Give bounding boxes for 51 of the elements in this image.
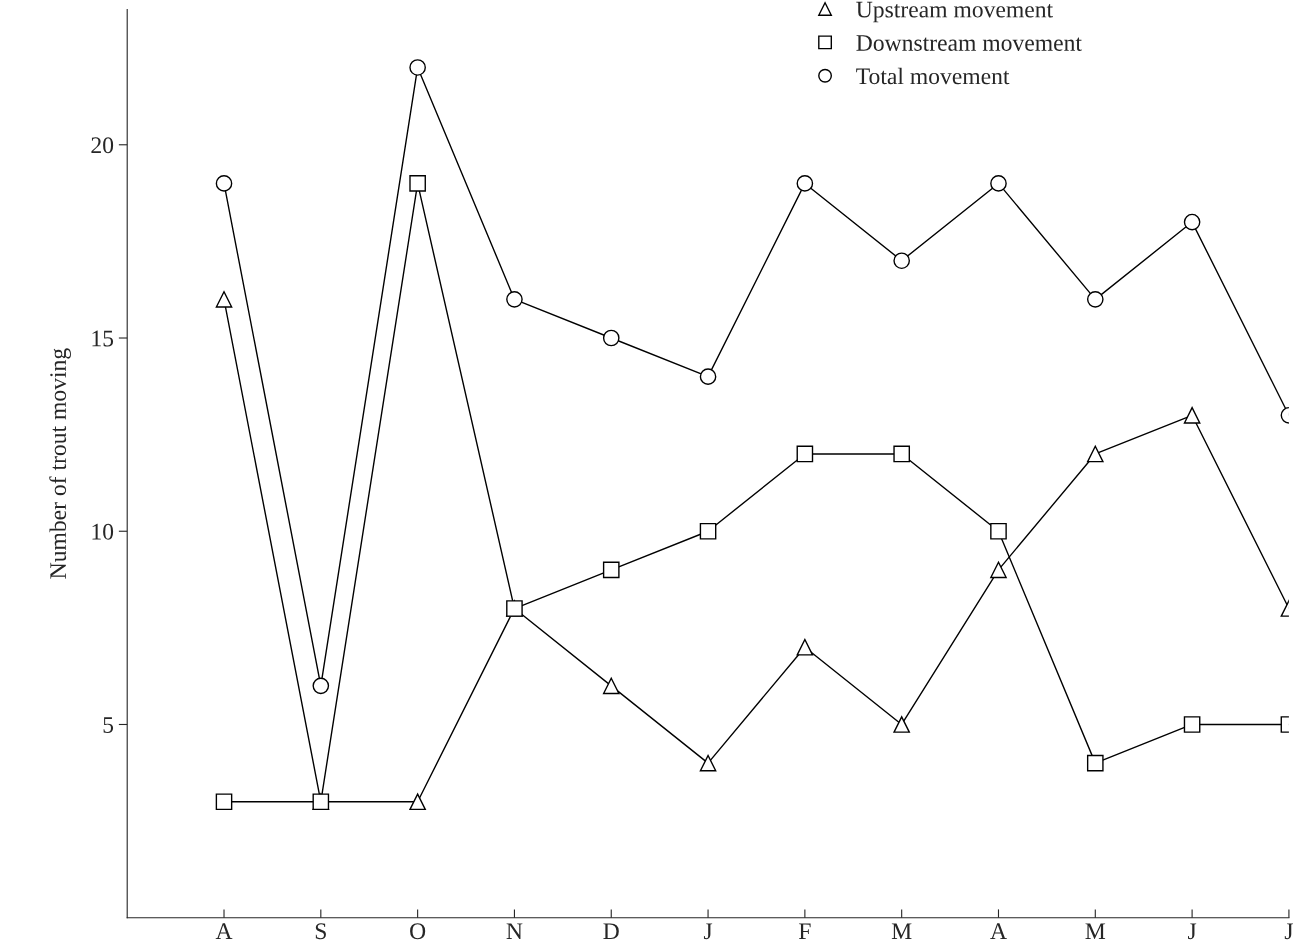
point [1183,213,1201,231]
point [602,329,620,347]
point [312,793,330,811]
legend-label: Total movement [856,67,1010,85]
point [990,522,1007,540]
point [215,793,233,811]
y-axis-title: Number of trout moving [49,348,71,579]
x-tick-label: O [410,923,426,940]
point [990,175,1007,192]
x-tick-label: N [506,923,523,939]
legend-label: Downstream movement [856,35,1082,51]
point [1183,716,1201,733]
point [215,175,233,192]
point [1086,291,1104,308]
x-tick-label: S [315,923,326,940]
point [215,291,233,308]
point [699,754,717,772]
point [1183,406,1201,424]
x-tick-label: A [215,923,233,939]
x-tick-label: D [603,923,619,940]
point [1086,754,1104,772]
point [312,677,330,695]
point [796,175,814,192]
legend-label: Upstream movement [856,1,1053,23]
point [506,600,523,617]
point [893,716,911,733]
point [602,677,620,695]
point [602,561,620,579]
point [409,793,426,811]
point [699,368,717,385]
point [990,561,1007,579]
point [893,445,911,463]
y-tick-label: 20 [91,137,114,154]
x-tick-label: A [990,923,1007,939]
y-tick-label: 15 [92,330,114,347]
point [409,175,426,192]
point [409,59,426,76]
y-tick-label: 5 [103,717,114,733]
x-tick-label: F [798,923,811,939]
point [796,445,814,463]
x-tick-label: J [703,923,713,940]
x-tick-label: J [1188,923,1197,940]
point [1086,445,1104,463]
point [699,522,717,540]
x-tick-label: M [891,923,912,939]
x-tick-label: M [1085,923,1106,939]
point [893,252,911,270]
point [796,638,814,656]
y-tick-label: 10 [92,523,114,540]
point [506,291,523,308]
x-tick-label: J [1284,923,1294,940]
